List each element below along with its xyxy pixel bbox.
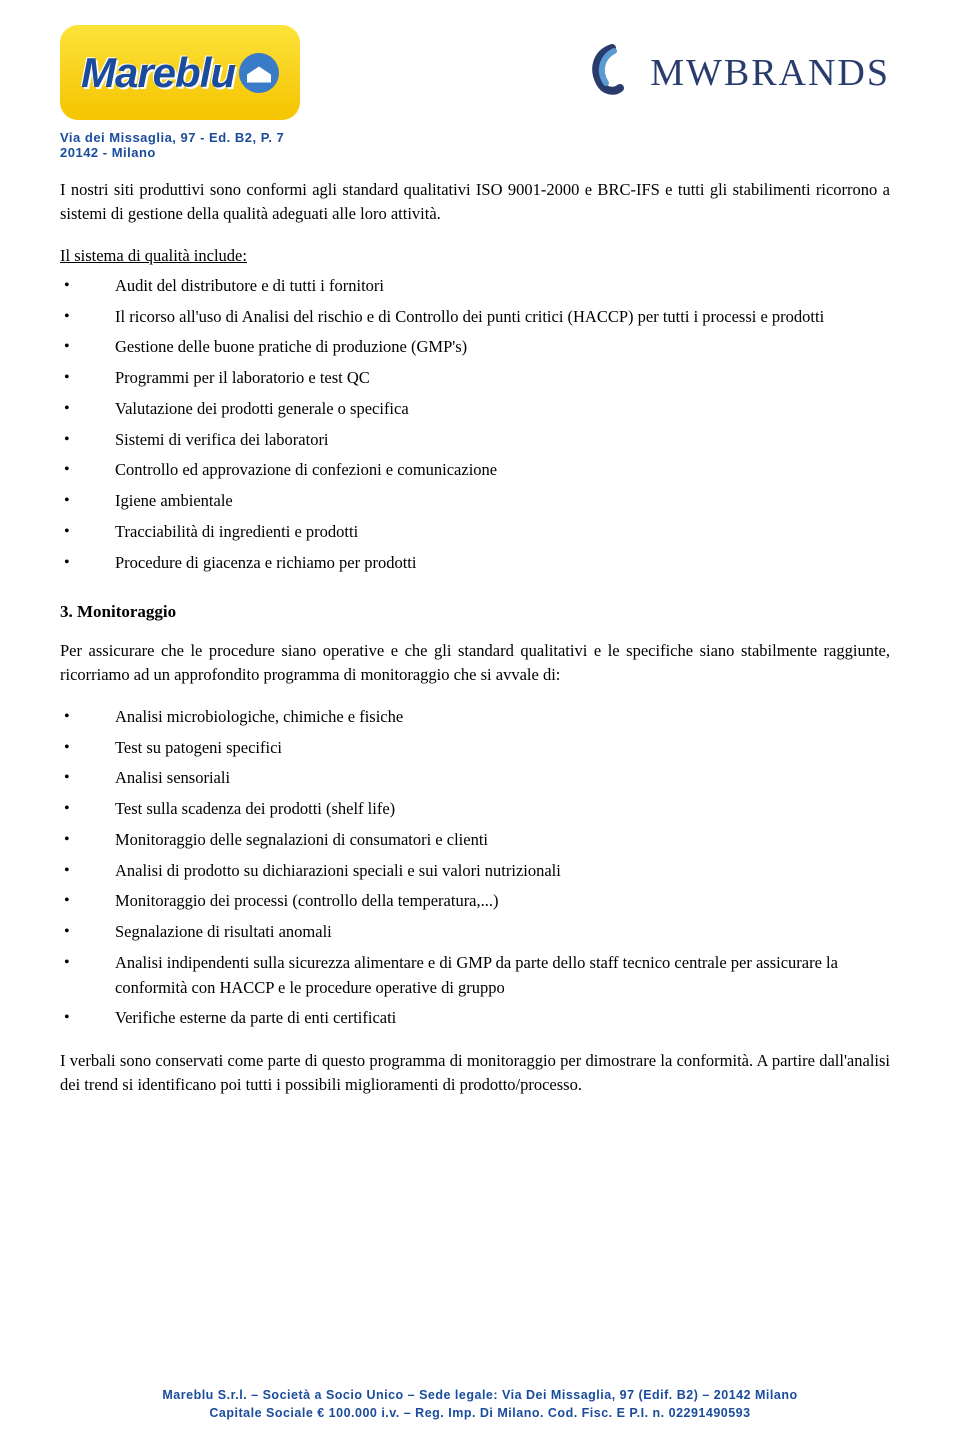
- list-item: Valutazione dei prodotti generale o spec…: [60, 397, 890, 422]
- quality-system-heading: Il sistema di qualità include:: [60, 244, 890, 268]
- list-item: Sistemi di verifica dei laboratori: [60, 428, 890, 453]
- swirl-icon: [582, 43, 642, 103]
- address-line-1: Via dei Missaglia, 97 - Ed. B2, P. 7: [60, 130, 960, 145]
- monitoring-list: Analisi microbiologiche, chimiche e fisi…: [60, 705, 890, 1031]
- document-body: I nostri siti produttivi sono conformi a…: [0, 178, 960, 1097]
- mareblu-wordmark: Mareblu: [81, 49, 235, 97]
- list-item: Programmi per il laboratorio e test QC: [60, 366, 890, 391]
- list-item: Monitoraggio dei processi (controllo del…: [60, 889, 890, 914]
- monitoring-heading: 3. Monitoraggio: [60, 600, 890, 625]
- list-item: Analisi di prodotto su dichiarazioni spe…: [60, 859, 890, 884]
- mareblu-logo-text: Mareblu: [81, 49, 279, 97]
- monitoring-intro: Per assicurare che le procedure siano op…: [60, 639, 890, 687]
- mwbrands-wordmark: MWBRANDS: [650, 51, 890, 95]
- footer-line-2: Capitale Sociale € 100.000 i.v. – Reg. I…: [0, 1404, 960, 1423]
- list-item: Il ricorso all'uso di Analisi del rischi…: [60, 305, 890, 330]
- list-item: Test sulla scadenza dei prodotti (shelf …: [60, 797, 890, 822]
- closing-paragraph: I verbali sono conservati come parte di …: [60, 1049, 890, 1097]
- list-item: Verifiche esterne da parte di enti certi…: [60, 1006, 890, 1031]
- page-footer: Mareblu S.r.l. – Società a Socio Unico –…: [0, 1386, 960, 1424]
- list-item: Igiene ambientale: [60, 489, 890, 514]
- list-item: Analisi indipendenti sulla sicurezza ali…: [60, 951, 890, 1001]
- list-item: Audit del distributore e di tutti i forn…: [60, 274, 890, 299]
- list-item: Monitoraggio delle segnalazioni di consu…: [60, 828, 890, 853]
- address-block: Via dei Missaglia, 97 - Ed. B2, P. 7 201…: [0, 130, 960, 178]
- footer-line-1: Mareblu S.r.l. – Società a Socio Unico –…: [0, 1386, 960, 1405]
- mareblu-logo: Mareblu: [60, 25, 300, 120]
- list-item: Tracciabilità di ingredienti e prodotti: [60, 520, 890, 545]
- list-item: Segnalazione di risultati anomali: [60, 920, 890, 945]
- quality-list: Audit del distributore e di tutti i forn…: [60, 274, 890, 576]
- mwbrands-logo: MWBRANDS: [582, 43, 890, 103]
- intro-paragraph: I nostri siti produttivi sono conformi a…: [60, 178, 890, 226]
- list-item: Analisi microbiologiche, chimiche e fisi…: [60, 705, 890, 730]
- list-item: Procedure di giacenza e richiamo per pro…: [60, 551, 890, 576]
- list-item: Test su patogeni specifici: [60, 736, 890, 761]
- list-item: Gestione delle buone pratiche di produzi…: [60, 335, 890, 360]
- list-item: Controllo ed approvazione di confezioni …: [60, 458, 890, 483]
- address-line-2: 20142 - Milano: [60, 145, 960, 160]
- wave-icon: [239, 53, 279, 93]
- list-item: Analisi sensoriali: [60, 766, 890, 791]
- page-header: Mareblu MWBRANDS: [0, 0, 960, 130]
